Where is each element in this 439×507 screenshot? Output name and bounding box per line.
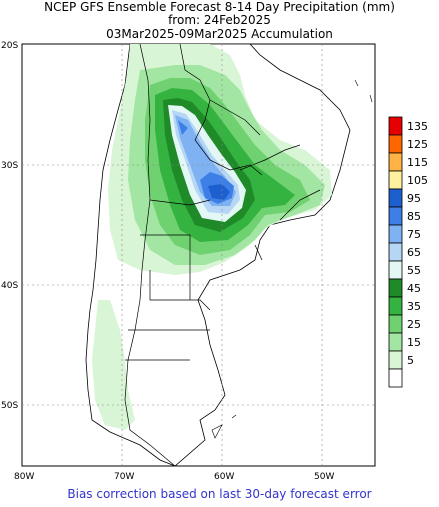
legend-swatch <box>388 116 403 136</box>
legend-label: 55 <box>407 264 421 277</box>
lon-label-80w: 80W <box>14 472 34 482</box>
legend-label: 105 <box>407 174 428 187</box>
legend-swatch <box>388 350 403 370</box>
title-line-3: 03Mar2025-09Mar2025 Accumulation <box>106 27 333 41</box>
legend-swatch <box>388 278 403 298</box>
lat-label-20s: 20S <box>1 41 18 51</box>
legend-label: 75 <box>407 228 421 241</box>
legend-swatch <box>388 296 403 316</box>
lat-label-30s: 30S <box>1 161 18 171</box>
legend-label: 135 <box>407 120 428 133</box>
legend-swatch <box>388 206 403 226</box>
legend-label: 5 <box>407 354 414 367</box>
graticule <box>22 44 375 466</box>
legend-swatch <box>388 188 403 208</box>
legend-swatch <box>388 242 403 262</box>
legend-swatch <box>388 368 403 388</box>
title-line-2: from: 24Feb2025 <box>168 13 271 27</box>
legend-swatch <box>388 314 403 334</box>
legend-label: 85 <box>407 210 421 223</box>
legend-swatch <box>388 152 403 172</box>
legend-label: 45 <box>407 282 421 295</box>
legend-label: 95 <box>407 192 421 205</box>
islands <box>211 79 373 439</box>
title-line-1: NCEP GFS Ensemble Forecast 8-14 Day Prec… <box>44 0 395 14</box>
lat-label-40s: 40S <box>1 281 18 291</box>
legend-swatch <box>388 332 403 352</box>
lat-label-50s: 50S <box>1 401 18 411</box>
legend-label: 15 <box>407 336 421 349</box>
color-legend: 135 125 115 105 95 85 75 65 55 45 35 25 15 5 <box>388 116 428 388</box>
legend-label: 115 <box>407 156 428 169</box>
legend-swatch <box>388 170 403 190</box>
legend-swatch <box>388 224 403 244</box>
boundaries <box>124 43 321 467</box>
legend-swatch <box>388 260 403 280</box>
precip-shading <box>92 44 332 430</box>
footer-note: Bias correction based on last 30-day for… <box>67 487 372 501</box>
legend-label: 125 <box>407 138 428 151</box>
legend-label: 35 <box>407 300 421 313</box>
legend-label: 65 <box>407 246 421 259</box>
legend-swatch <box>388 134 403 154</box>
legend-label: 25 <box>407 318 421 331</box>
lon-label-50w: 50W <box>314 472 334 482</box>
lon-label-70w: 70W <box>114 472 134 482</box>
lon-label-60w: 60W <box>214 472 234 482</box>
